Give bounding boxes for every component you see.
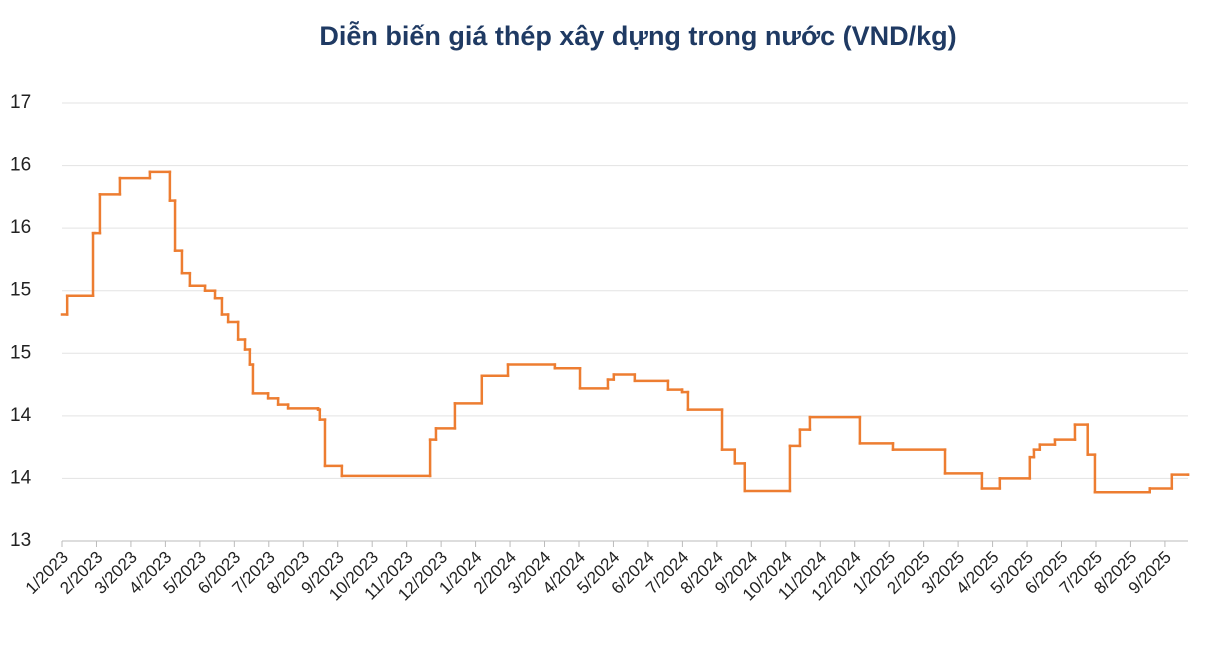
y-tick-label: 17: [10, 92, 31, 113]
y-tick-label: 13: [10, 530, 31, 551]
y-tick-label: 16: [10, 155, 31, 176]
y-tick-label: 15: [10, 280, 31, 301]
y-tick-label: 14: [10, 405, 32, 426]
y-tick-label: 15: [10, 342, 31, 363]
y-tick-label: 14: [10, 467, 32, 488]
chart-title: Diễn biến giá thép xây dựng trong nước (…: [319, 20, 956, 51]
y-tick-label: 16: [10, 217, 31, 238]
